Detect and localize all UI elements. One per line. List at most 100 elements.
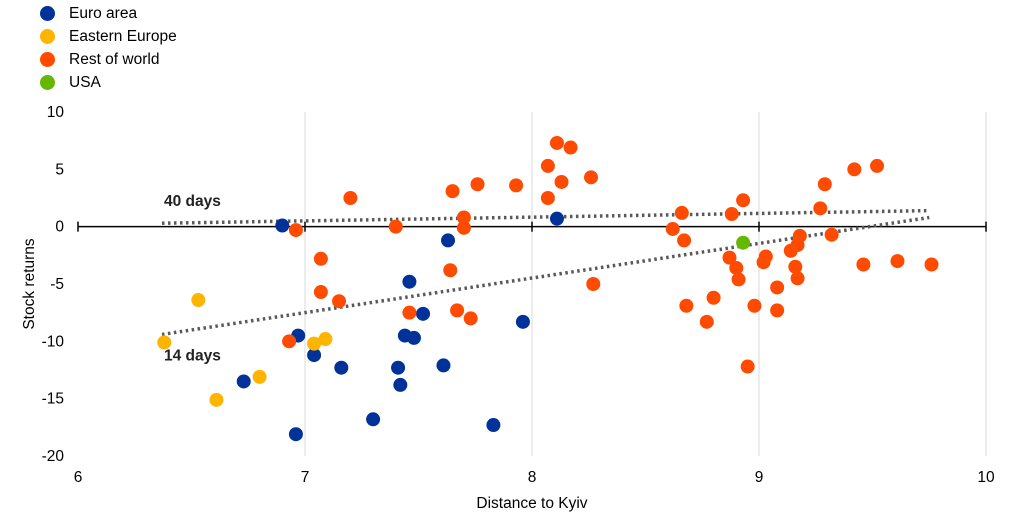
point-rest-of-world xyxy=(332,294,347,309)
point-euro-area xyxy=(236,374,251,389)
point-rest-of-world xyxy=(549,135,564,150)
point-rest-of-world xyxy=(313,251,328,266)
point-eastern-europe xyxy=(318,332,333,347)
point-rest-of-world xyxy=(388,219,403,234)
point-euro-area xyxy=(441,233,456,248)
point-rest-of-world xyxy=(679,298,694,313)
chart-legend: Euro area Eastern Europe Rest of world U… xyxy=(40,2,177,94)
point-rest-of-world xyxy=(924,257,939,272)
y-tick-label: 0 xyxy=(55,219,64,236)
point-rest-of-world xyxy=(402,305,417,320)
data-points xyxy=(157,135,939,442)
trendlines: 40 days 14 days xyxy=(161,193,930,364)
point-eastern-europe xyxy=(307,336,322,351)
point-rest-of-world xyxy=(724,207,739,222)
point-euro-area xyxy=(549,211,564,226)
point-rest-of-world xyxy=(282,334,297,349)
legend-marker xyxy=(40,6,55,21)
point-euro-area xyxy=(391,360,406,375)
point-rest-of-world xyxy=(770,280,785,295)
y-tick-label: 10 xyxy=(47,104,65,121)
x-tick-label: 9 xyxy=(755,469,764,486)
point-rest-of-world xyxy=(736,193,751,208)
legend-label: Eastern Europe xyxy=(69,27,177,45)
point-rest-of-world xyxy=(790,271,805,286)
point-rest-of-world xyxy=(456,220,471,235)
axes: -20 -15 -10 -5 0 5 10 6 7 8 9 10 xyxy=(42,104,995,486)
point-rest-of-world xyxy=(456,210,471,225)
x-tick-label: 7 xyxy=(301,469,310,486)
point-euro-area xyxy=(393,377,408,392)
point-rest-of-world xyxy=(677,233,692,248)
point-eastern-europe xyxy=(191,293,206,308)
point-euro-area xyxy=(515,314,530,329)
point-rest-of-world xyxy=(540,191,555,205)
point-rest-of-world xyxy=(817,177,832,192)
point-rest-of-world xyxy=(563,140,578,155)
trendline-40-days xyxy=(161,208,930,225)
point-euro-area xyxy=(288,427,303,442)
point-rest-of-world xyxy=(443,263,458,278)
legend-label: USA xyxy=(69,73,101,91)
point-rest-of-world xyxy=(788,259,803,274)
point-rest-of-world xyxy=(288,223,303,238)
point-rest-of-world xyxy=(463,311,478,326)
y-tick-label: -20 xyxy=(42,448,65,465)
point-euro-area xyxy=(416,306,431,321)
legend-item-rest-of-world: Rest of world xyxy=(40,48,177,71)
x-axis-label: Distance to Kyiv xyxy=(476,495,587,512)
legend-item-usa: USA xyxy=(40,71,177,94)
point-eastern-europe xyxy=(252,369,267,384)
point-euro-area xyxy=(366,412,381,427)
point-rest-of-world xyxy=(665,221,680,236)
point-rest-of-world xyxy=(770,303,785,318)
point-rest-of-world xyxy=(890,254,905,269)
point-rest-of-world xyxy=(343,191,358,205)
legend-item-eastern-europe: Eastern Europe xyxy=(40,25,177,48)
y-tick-label: -5 xyxy=(50,276,64,293)
trendline-label: 40 days xyxy=(164,193,221,210)
point-euro-area xyxy=(436,358,451,373)
point-rest-of-world xyxy=(445,184,460,199)
point-rest-of-world xyxy=(584,170,599,185)
point-rest-of-world xyxy=(554,174,569,189)
point-rest-of-world xyxy=(847,162,862,177)
x-tick-label: 8 xyxy=(528,469,537,486)
point-rest-of-world xyxy=(729,260,744,275)
point-euro-area xyxy=(406,330,421,345)
legend-marker xyxy=(40,52,55,67)
point-euro-area xyxy=(307,348,322,363)
trendline-14-days xyxy=(161,215,930,337)
grid-lines xyxy=(304,112,987,456)
point-eastern-europe xyxy=(209,392,224,407)
legend-item-euro-area: Euro area xyxy=(40,2,177,25)
legend-marker xyxy=(40,75,55,90)
axis-labels: Distance to Kyiv Stock returns xyxy=(21,238,588,512)
y-tick-label: 5 xyxy=(55,161,64,178)
point-euro-area xyxy=(275,218,290,233)
point-rest-of-world xyxy=(722,250,737,265)
legend-label: Rest of world xyxy=(69,50,160,68)
point-rest-of-world xyxy=(813,201,828,216)
point-eastern-europe xyxy=(157,335,172,350)
point-rest-of-world xyxy=(586,277,601,291)
x-tick-label: 6 xyxy=(74,469,83,486)
point-rest-of-world xyxy=(870,158,885,173)
trendline-label: 14 days xyxy=(164,347,221,364)
point-euro-area xyxy=(334,360,349,375)
point-rest-of-world xyxy=(509,178,524,193)
point-rest-of-world xyxy=(706,290,721,305)
point-euro-area xyxy=(402,274,417,289)
point-rest-of-world xyxy=(856,257,871,272)
point-rest-of-world xyxy=(747,298,762,313)
point-rest-of-world xyxy=(824,227,839,242)
point-rest-of-world xyxy=(540,158,555,173)
point-rest-of-world xyxy=(470,177,485,192)
point-rest-of-world xyxy=(450,303,465,318)
point-rest-of-world xyxy=(699,314,714,329)
point-rest-of-world xyxy=(674,205,689,220)
x-tick-label: 10 xyxy=(977,469,995,486)
y-tick-label: -10 xyxy=(42,333,65,350)
legend-marker xyxy=(40,29,55,44)
